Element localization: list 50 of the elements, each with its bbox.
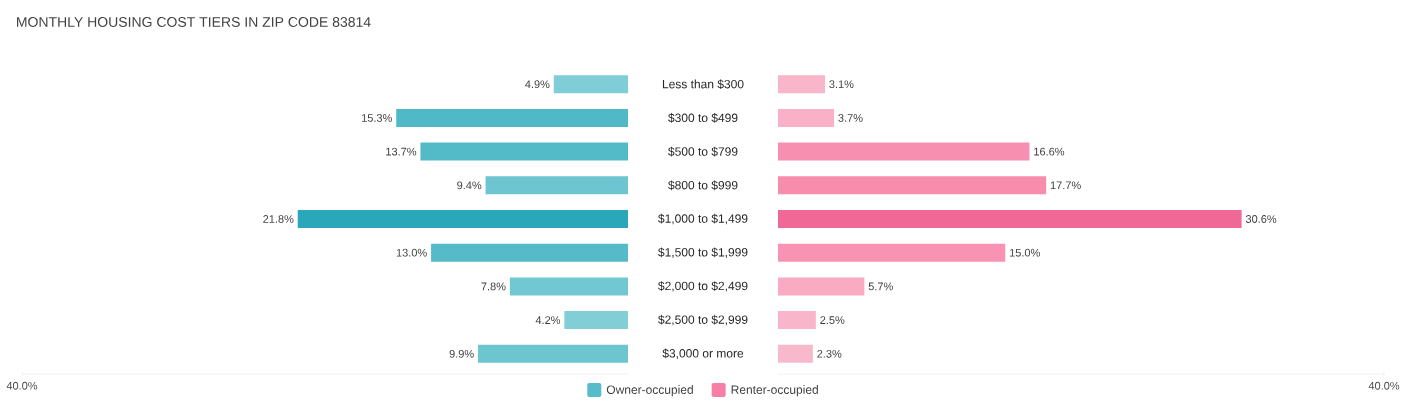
data-label: 15.0%	[1009, 248, 1040, 257]
data-label: 16.6%	[1034, 147, 1065, 156]
data-label: 9.9%	[449, 349, 474, 358]
bar	[420, 142, 628, 161]
y-tick-label: $2,000 to $2,499	[658, 281, 748, 292]
y-tick-label: $2,500 to $2,999	[658, 314, 748, 326]
y-tick-label: $500 to $799	[668, 146, 738, 157]
data-label: 2.3%	[817, 349, 842, 358]
data-label: 9.4%	[457, 181, 482, 190]
y-tick-label: Less than $300	[662, 79, 744, 90]
bar	[553, 75, 628, 94]
y-tick-label: $800 to $999	[668, 180, 738, 191]
data-label: 17.7%	[1050, 181, 1081, 190]
bar	[431, 243, 628, 262]
legend-label: Owner-occupied	[606, 385, 693, 397]
x-tick-label: 40.0%	[1368, 381, 1400, 390]
data-label: 4.2%	[535, 316, 561, 324]
bar	[778, 108, 835, 127]
bar	[485, 176, 628, 195]
data-label: 13.7%	[386, 147, 417, 156]
y-tick-label: $3,000 or more	[662, 348, 744, 359]
bar	[297, 210, 628, 229]
bar	[478, 344, 628, 363]
bar	[778, 75, 825, 94]
data-label: 30.6%	[1245, 215, 1277, 223]
bar	[778, 210, 1242, 229]
chart-title: MONTHLY HOUSING COST TIERS IN ZIP CODE 83814	[17, 17, 371, 27]
legend-label: Renter-occupied	[731, 385, 818, 397]
data-label: 21.8%	[263, 215, 294, 223]
data-label: 13.0%	[396, 248, 427, 257]
data-label: 5.7%	[868, 282, 893, 291]
bar	[778, 243, 1006, 262]
data-label: 3.1%	[829, 80, 854, 89]
bar	[778, 311, 816, 330]
bar	[778, 176, 1047, 195]
bar	[564, 311, 628, 330]
y-tick-label: $1,000 to $1,499	[658, 213, 748, 225]
data-label: 7.8%	[481, 282, 506, 291]
bar	[778, 142, 1030, 161]
data-label: 2.5%	[820, 316, 845, 324]
bar	[778, 344, 813, 363]
bar	[778, 277, 865, 296]
bar	[396, 108, 628, 127]
data-label: 4.9%	[525, 80, 550, 89]
data-label: 3.7%	[838, 114, 863, 122]
data-label: 15.3%	[361, 114, 392, 122]
x-tick-label: 40.0%	[6, 381, 38, 390]
y-tick-label: $300 to $499	[668, 113, 738, 123]
bar	[509, 277, 628, 296]
y-tick-label: $1,500 to $1,999	[658, 247, 748, 258]
